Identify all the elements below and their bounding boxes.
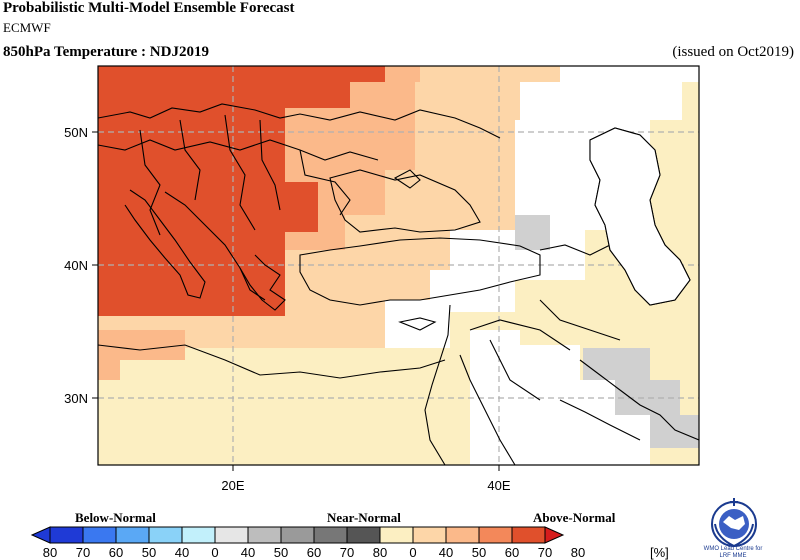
legend-tick-label: 40 [174, 545, 190, 560]
legend-swatch [445, 526, 480, 544]
legend-tick-label: 0 [409, 545, 417, 560]
legend-tick-label: 80 [372, 545, 388, 560]
legend-tick-label: 60 [306, 545, 322, 560]
legend-arrow-left [30, 526, 51, 544]
legend-near-normal: Near-Normal [327, 510, 401, 525]
wmo-logo [711, 498, 757, 548]
legend-tick-label: 40 [438, 545, 454, 560]
legend-tick-label: 50 [471, 545, 487, 560]
legend-tick-label: 50 [141, 545, 157, 560]
legend-swatch [346, 526, 381, 544]
legend-tick-label: 60 [504, 545, 520, 560]
legend-swatch [247, 526, 282, 544]
legend-above-normal: Above-Normal [533, 510, 616, 525]
legend-swatch [115, 526, 150, 544]
lat-label-30n: 30N [64, 391, 88, 406]
legend-tick-label: 60 [108, 545, 124, 560]
legend-unit: [%] [650, 545, 669, 560]
legend-swatch [478, 526, 513, 544]
legend-swatch [148, 526, 183, 544]
legend-tick-label: 80 [570, 545, 586, 560]
lon-label-20e: 20E [221, 478, 244, 493]
legend-swatch [511, 526, 546, 544]
legend-swatch [313, 526, 348, 544]
legend-below-normal: Below-Normal [75, 510, 156, 525]
legend-swatch [379, 526, 414, 544]
lat-label-50n: 50N [64, 125, 88, 140]
legend-tick-label: 70 [339, 545, 355, 560]
legend-arrow-right [544, 526, 565, 544]
model-name: ECMWF [3, 20, 51, 35]
legend-swatch [280, 526, 315, 544]
legend-tick-label: 80 [42, 545, 58, 560]
legend-swatch [82, 526, 117, 544]
legend-tick-label: 50 [273, 545, 289, 560]
legend-tick-label: 70 [75, 545, 91, 560]
variable-title: 850hPa Temperature : NDJ2019 [3, 44, 209, 60]
wmo-logo-text: WMO Lead Centre for LRF MME [703, 546, 763, 559]
probability-field [98, 66, 699, 465]
lon-label-40e: 40E [487, 478, 510, 493]
issued-date: (issued on Oct2019) [672, 44, 794, 60]
forecast-title: Probabilistic Multi-Model Ensemble Forec… [3, 0, 295, 16]
legend-tick-label: 70 [537, 545, 553, 560]
legend-swatch [181, 526, 216, 544]
legend-tick-label: 0 [211, 545, 219, 560]
legend-tick-label: 40 [240, 545, 256, 560]
lat-label-40n: 40N [64, 258, 88, 273]
legend-colorbar [30, 526, 565, 544]
legend-swatch [49, 526, 84, 544]
legend-swatch [214, 526, 249, 544]
legend-swatch [412, 526, 447, 544]
